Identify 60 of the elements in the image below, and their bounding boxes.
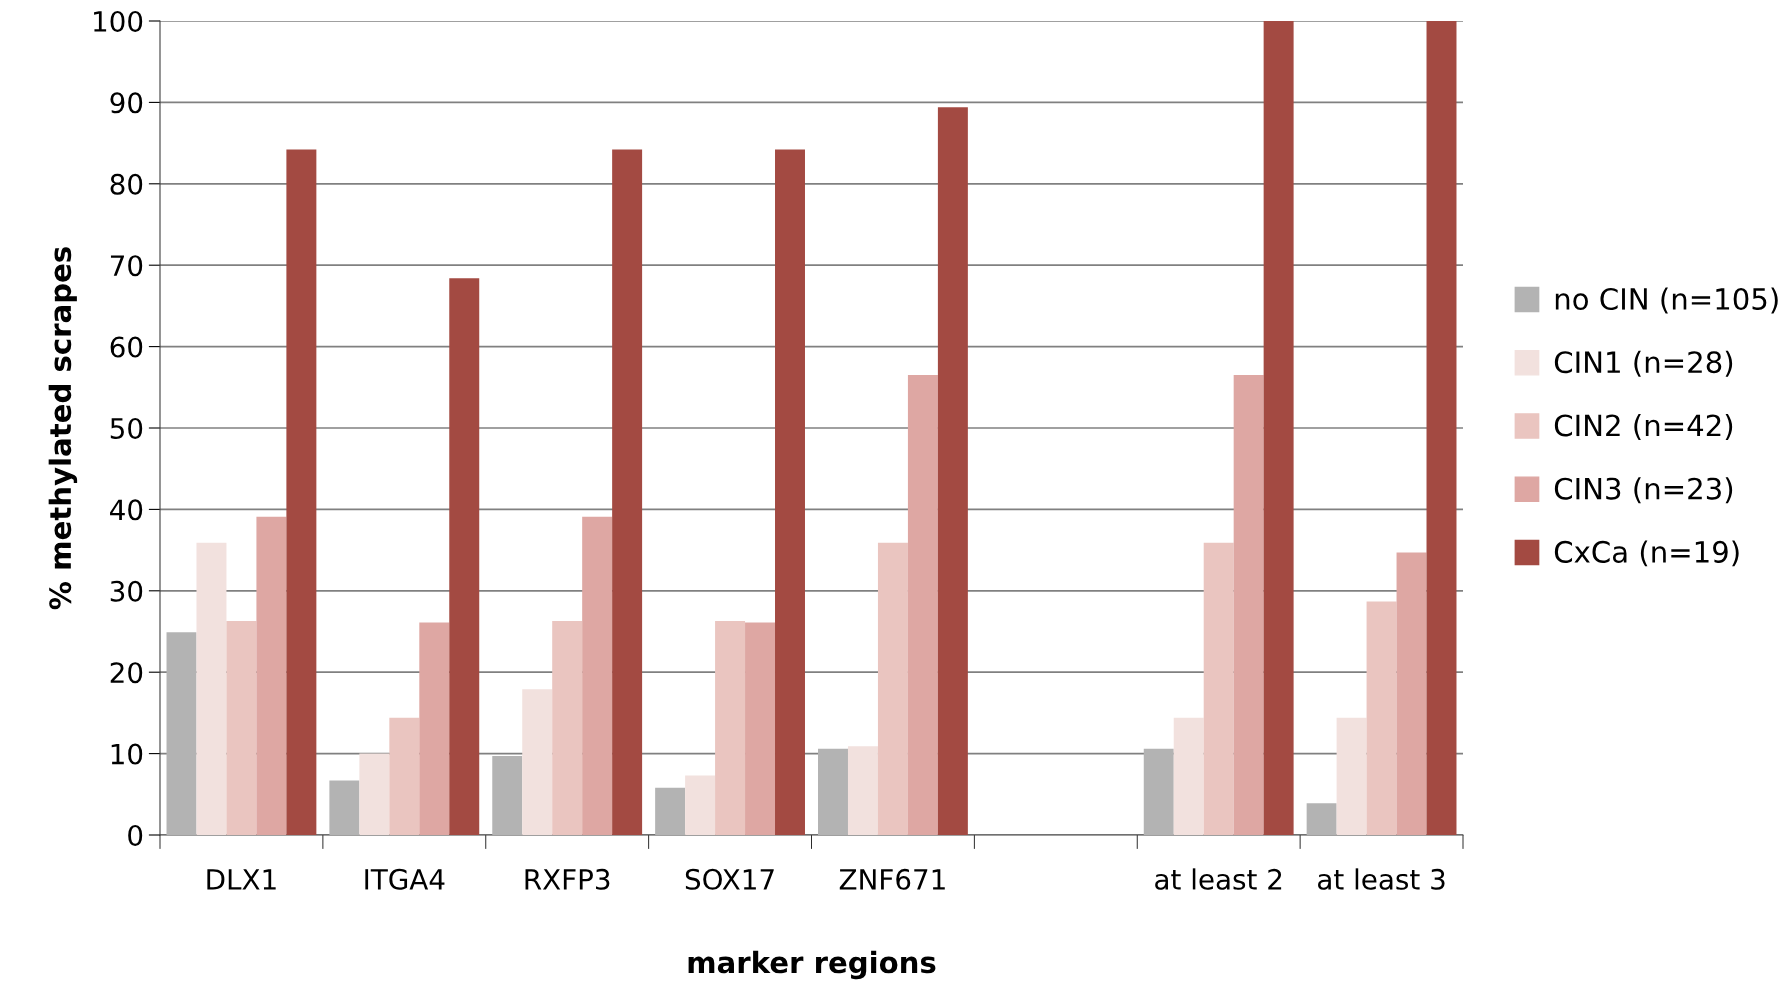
y-tick-label: 30 <box>110 580 143 602</box>
bar <box>1203 542 1234 835</box>
y-tick-label: 90 <box>110 92 143 114</box>
bar <box>775 149 805 835</box>
y-tick-label: 50 <box>110 417 143 439</box>
bar <box>492 756 523 835</box>
bar <box>359 753 390 835</box>
bar <box>449 278 480 835</box>
x-tick-label: DLX1 <box>207 869 276 890</box>
bar <box>1263 21 1294 835</box>
bar <box>1233 375 1264 835</box>
legend-label: CxCa (n=19) <box>1554 540 1739 567</box>
bar <box>286 149 317 835</box>
legend-label: CIN1 (n=28) <box>1554 350 1733 377</box>
bar <box>1336 717 1367 835</box>
x-axis-title: marker regions <box>688 950 936 980</box>
bar <box>655 787 686 835</box>
bar <box>1306 803 1337 835</box>
bar <box>937 107 968 835</box>
bar <box>612 149 643 835</box>
legend-label: CIN3 (n=23) <box>1554 477 1733 504</box>
bar <box>1426 21 1457 835</box>
bar <box>419 622 450 835</box>
y-tick-label: 40 <box>110 499 143 521</box>
bar <box>907 375 938 835</box>
y-tick-label: 10 <box>111 743 143 765</box>
bar <box>256 516 287 835</box>
bar <box>552 620 583 835</box>
bar <box>329 780 360 835</box>
bar <box>226 620 257 835</box>
bar <box>685 775 716 835</box>
bar <box>877 542 908 835</box>
y-tick-label: 80 <box>110 173 143 195</box>
bar <box>582 516 613 835</box>
x-tick-label: RXFP3 <box>525 868 610 890</box>
y-tick-label: 0 <box>128 824 143 846</box>
y-tick-label: 60 <box>110 336 143 358</box>
y-tick-label: 70 <box>110 255 143 277</box>
bar <box>166 632 197 835</box>
y-tick-label: 100 <box>94 10 143 32</box>
bar <box>1143 748 1174 835</box>
legend-label: no CIN (n=105) <box>1555 287 1778 314</box>
bar <box>847 746 878 835</box>
bar <box>522 689 553 835</box>
legend-label: CIN2 (n=42) <box>1554 413 1733 440</box>
bar <box>1396 552 1427 835</box>
bar <box>715 620 746 835</box>
x-tick-label: at least 3 <box>1318 868 1445 890</box>
y-axis-title: % methylated scrapes <box>48 247 78 610</box>
bar <box>1173 717 1204 835</box>
bar <box>389 717 420 835</box>
bar <box>196 542 227 835</box>
y-tick-label: 20 <box>110 662 143 684</box>
x-tick-label: at least 2 <box>1155 868 1282 890</box>
x-tick-label: ZNF671 <box>839 868 945 890</box>
bar <box>745 622 776 835</box>
x-tick-label: ITGA4 <box>365 868 445 890</box>
bar <box>1366 601 1397 835</box>
x-tick-label: SOX17 <box>685 868 774 890</box>
bar <box>818 748 848 835</box>
